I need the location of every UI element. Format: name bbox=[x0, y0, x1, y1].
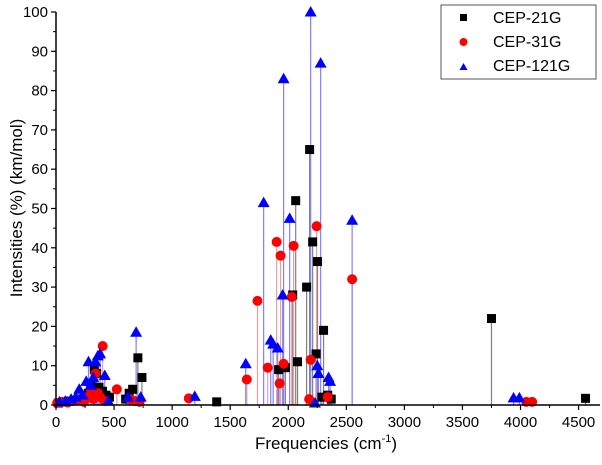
x-axis-label-sup: -1 bbox=[382, 433, 392, 445]
point-cep-121g bbox=[94, 347, 107, 359]
point-cep-21g bbox=[133, 353, 143, 363]
point-cep-31g bbox=[275, 250, 286, 261]
point-cep-21g bbox=[317, 392, 327, 402]
point-cep-21g bbox=[212, 397, 222, 407]
point-cep-121g bbox=[84, 379, 97, 390]
point-cep-121g bbox=[271, 342, 284, 353]
point-cep-31g bbox=[252, 295, 263, 306]
point-cep-121g bbox=[324, 375, 337, 386]
point-cep-21g bbox=[291, 196, 301, 206]
x-tick-label: 500 bbox=[102, 414, 127, 431]
point-cep-121g bbox=[283, 212, 296, 223]
y-tick-label: 0 bbox=[40, 397, 48, 414]
point-cep-121g bbox=[513, 391, 526, 403]
point-cep-31g bbox=[241, 374, 252, 385]
legend: CEP-21G CEP-31G CEP-121G bbox=[440, 4, 597, 80]
point-cep-21g bbox=[302, 282, 312, 292]
y-tick-label: 30 bbox=[31, 279, 48, 296]
point-cep-121g bbox=[122, 391, 134, 402]
point-cep-121g bbox=[276, 288, 289, 300]
x-tick-label: 0 bbox=[52, 414, 60, 431]
point-cep-121g bbox=[346, 214, 359, 225]
point-cep-31g bbox=[322, 392, 333, 403]
point-cep-31g bbox=[286, 291, 297, 302]
y-tick-label: 70 bbox=[31, 122, 48, 139]
point-cep-21g bbox=[311, 349, 321, 359]
point-cep-31g bbox=[278, 358, 289, 369]
point-cep-121g bbox=[87, 371, 100, 382]
point-cep-21g bbox=[274, 365, 284, 375]
x-tick-label: 1000 bbox=[155, 414, 188, 431]
axes bbox=[51, 11, 600, 410]
x-axis-label-main: Frequencies (cm bbox=[255, 434, 382, 453]
point-cep-21g bbox=[308, 237, 318, 247]
point-cep-31g bbox=[305, 354, 316, 365]
point-cep-121g bbox=[312, 367, 325, 379]
point-cep-121g bbox=[134, 391, 147, 402]
y-tick-label: 80 bbox=[31, 83, 48, 100]
point-cep-121g bbox=[130, 326, 143, 337]
point-cep-21g bbox=[305, 145, 315, 155]
point-cep-121g bbox=[257, 196, 270, 208]
point-cep-21g bbox=[313, 257, 323, 267]
y-tick-label: 20 bbox=[31, 318, 48, 335]
point-cep-121g bbox=[102, 395, 115, 406]
y-tick-label: 60 bbox=[31, 161, 48, 178]
y-axis-label: Intensities (%) (km/mol) bbox=[7, 119, 26, 298]
legend-label-cep-121g: CEP-121G bbox=[493, 58, 570, 75]
x-axis-label: Frequencies (cm-1) bbox=[255, 433, 397, 453]
x-axis-label-end: ) bbox=[391, 434, 397, 453]
point-cep-31g bbox=[304, 394, 315, 405]
point-cep-31g bbox=[347, 274, 358, 285]
point-cep-21g bbox=[319, 325, 329, 335]
point-cep-31g bbox=[288, 240, 299, 251]
point-cep-21g bbox=[293, 357, 303, 367]
legend-label-cep-31g: CEP-31G bbox=[493, 34, 561, 51]
legend-marker-triangle bbox=[459, 63, 468, 70]
point-cep-21g bbox=[137, 372, 147, 382]
x-tick-label: 4000 bbox=[504, 414, 537, 431]
x-tick-label: 4500 bbox=[562, 414, 595, 431]
point-cep-31g bbox=[271, 236, 282, 247]
y-tick-label: 40 bbox=[31, 240, 48, 257]
point-cep-21g bbox=[486, 314, 496, 324]
legend-marker-square bbox=[460, 14, 467, 21]
legend-marker-circle bbox=[459, 38, 468, 46]
legend-label-cep-21g: CEP-21G bbox=[493, 10, 561, 27]
point-cep-21g bbox=[581, 393, 591, 403]
y-tick-label: 90 bbox=[31, 43, 48, 60]
point-cep-121g bbox=[304, 6, 317, 17]
x-tick-label: 2000 bbox=[272, 414, 305, 431]
point-cep-121g bbox=[89, 355, 102, 367]
x-tick-label: 2500 bbox=[330, 414, 363, 431]
point-cep-31g bbox=[262, 362, 273, 373]
point-cep-121g bbox=[311, 359, 324, 371]
point-cep-121g bbox=[239, 357, 252, 369]
point-cep-121g bbox=[76, 389, 89, 400]
y-tick-label: 10 bbox=[31, 358, 48, 375]
y-tick-label: 50 bbox=[31, 201, 48, 218]
point-cep-31g bbox=[311, 221, 322, 232]
y-tick-label: 100 bbox=[23, 4, 48, 21]
point-cep-21g bbox=[128, 384, 138, 394]
point-cep-31g bbox=[274, 378, 285, 389]
point-cep-121g bbox=[277, 72, 290, 84]
point-cep-31g bbox=[111, 384, 122, 395]
point-cep-121g bbox=[188, 390, 201, 401]
point-cep-121g bbox=[314, 57, 327, 68]
x-tick-label: 1500 bbox=[214, 414, 247, 431]
point-cep-31g bbox=[97, 341, 108, 352]
x-tick-label: 3500 bbox=[446, 414, 479, 431]
x-tick-label: 3000 bbox=[388, 414, 421, 431]
point-cep-121g bbox=[98, 369, 111, 381]
